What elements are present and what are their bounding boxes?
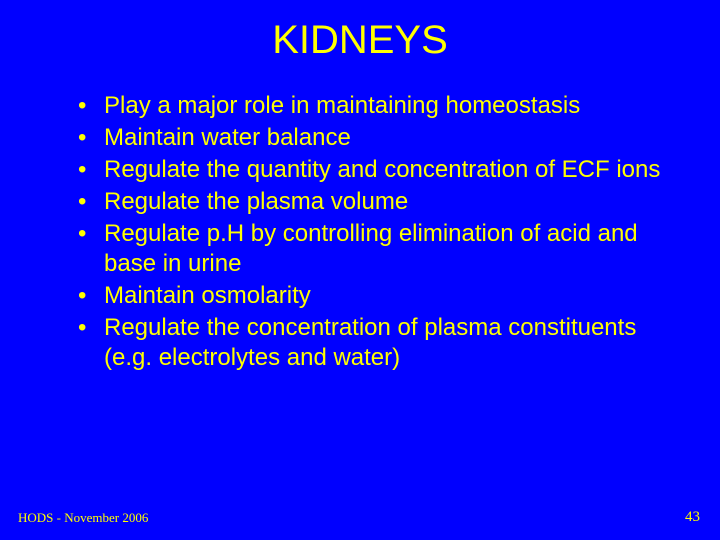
slide-title: KIDNEYS — [50, 18, 670, 63]
list-item: Regulate the plasma volume — [78, 187, 670, 217]
footer-date: HODS - November 2006 — [18, 510, 148, 526]
slide-container: KIDNEYS Play a major role in maintaining… — [0, 0, 720, 540]
bullet-list: Play a major role in maintaining homeost… — [50, 91, 670, 373]
list-item: Maintain osmolarity — [78, 281, 670, 311]
list-item: Maintain water balance — [78, 123, 670, 153]
list-item: Regulate p.H by controlling elimination … — [78, 219, 670, 279]
slide-number: 43 — [685, 509, 700, 526]
list-item: Regulate the quantity and concentration … — [78, 155, 670, 185]
list-item: Regulate the concentration of plasma con… — [78, 313, 670, 373]
list-item: Play a major role in maintaining homeost… — [78, 91, 670, 121]
